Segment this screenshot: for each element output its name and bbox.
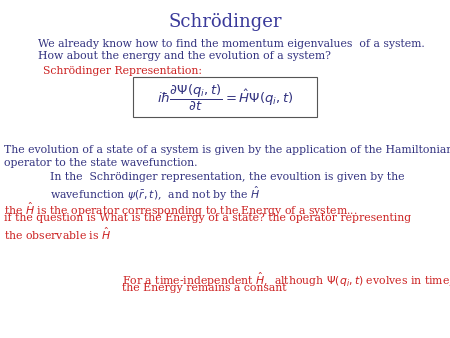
Text: Schrödinger Representation:: Schrödinger Representation: <box>43 66 202 76</box>
Text: the Energy remains a consant: the Energy remains a consant <box>122 283 286 293</box>
Text: Schrödinger: Schrödinger <box>168 13 282 31</box>
Text: $i\hbar\dfrac{\partial\Psi(q_i,t)}{\partial t} = \hat{H}\Psi(q_i,t)$: $i\hbar\dfrac{\partial\Psi(q_i,t)}{\part… <box>157 83 293 113</box>
Text: the $\hat{H}$ is the operator corresponding to the Energy of a system...: the $\hat{H}$ is the operator correspond… <box>4 200 358 219</box>
Text: operator to the state wavefunction.: operator to the state wavefunction. <box>4 158 198 168</box>
Text: We already know how to find the momentum eigenvalues  of a system.: We already know how to find the momentum… <box>38 39 425 49</box>
Text: For a time-independent $\hat{H}$,  although $\Psi(q_i, t)$ evolves in time,: For a time-independent $\hat{H}$, althou… <box>122 270 450 289</box>
Text: if the question is What is the Energy of a state? the operator representing: if the question is What is the Energy of… <box>4 213 412 223</box>
FancyBboxPatch shape <box>133 77 317 117</box>
Text: In the  Schrödinger representation, the evoultion is given by the: In the Schrödinger representation, the e… <box>50 172 404 183</box>
Text: the observable is $\hat{H}$: the observable is $\hat{H}$ <box>4 225 112 242</box>
Text: wavefunction $\psi(\bar{r}, t)$,  and not by the $\hat{H}$: wavefunction $\psi(\bar{r}, t)$, and not… <box>50 185 260 203</box>
Text: The evolution of a state of a system is given by the application of the Hamilton: The evolution of a state of a system is … <box>4 145 450 155</box>
Text: How about the energy and the evolution of a system?: How about the energy and the evolution o… <box>38 51 331 62</box>
